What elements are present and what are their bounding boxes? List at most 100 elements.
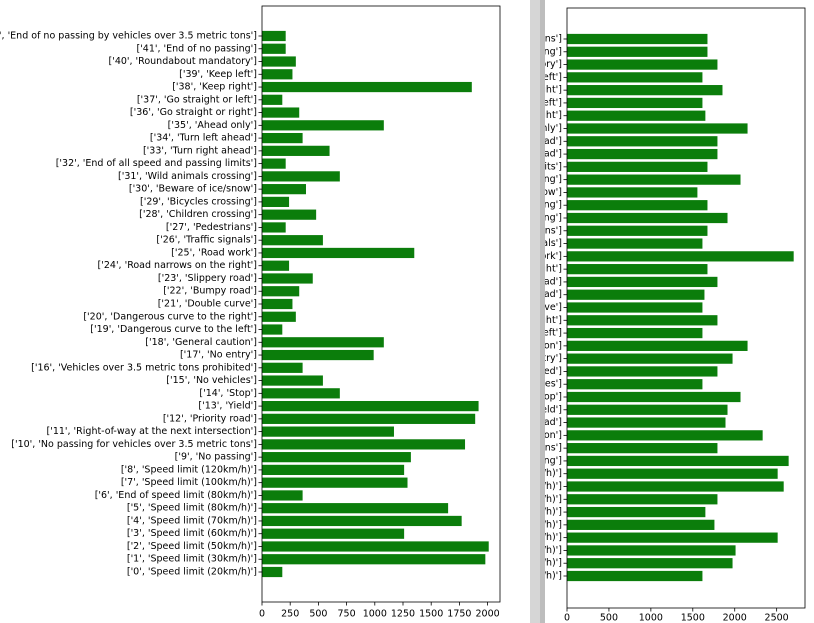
bar	[262, 566, 283, 578]
bar	[262, 528, 405, 539]
bar	[567, 212, 728, 224]
bar	[567, 379, 703, 390]
y-tick-label: ['6', 'End of speed limit (80km/h)']	[95, 490, 257, 501]
bar	[262, 247, 415, 259]
bar	[567, 276, 718, 288]
y-tick-label: ['21', 'Double curve']	[463, 302, 562, 313]
bar	[262, 171, 340, 182]
bar	[262, 362, 303, 373]
y-tick-label: ['35', 'Ahead only']	[168, 120, 257, 131]
bar	[567, 417, 726, 428]
y-tick-label: ['4', 'Speed limit (70km/h)']	[432, 519, 562, 530]
bar	[567, 519, 715, 530]
y-tick-label: ['33', 'Turn right ahead']	[448, 149, 562, 160]
bar	[567, 148, 718, 160]
y-tick-label: ['25', 'Road work']	[171, 247, 257, 258]
bar	[567, 225, 708, 236]
y-tick-label: ['22', 'Bumpy road']	[163, 286, 257, 297]
bar	[567, 72, 703, 83]
bar	[262, 94, 283, 105]
y-tick-label: ['2', 'Speed limit (50km/h)']	[432, 545, 562, 556]
y-tick-label: ['10', 'No passing for vehicles over 3.5…	[11, 439, 257, 450]
y-tick-label: ['1', 'Speed limit (30km/h)']	[432, 558, 562, 569]
y-tick-label: ['37', 'Go straight or left']	[442, 97, 562, 108]
bar	[262, 235, 323, 246]
bar	[567, 468, 778, 479]
y-tick-label: ['6', 'End of speed limit (80km/h)']	[400, 494, 562, 505]
bar	[567, 327, 703, 339]
y-tick-label: ['0', 'Speed limit (20km/h)']	[127, 567, 257, 578]
bar	[262, 132, 303, 144]
bar	[262, 490, 303, 501]
axes-frame	[566, 7, 806, 609]
y-tick-label: ['32', 'End of all speed and passing lim…	[361, 161, 562, 172]
y-tick-label: ['42', 'End of no passing by vehicles ov…	[286, 34, 562, 45]
x-tick-label: 1750	[447, 609, 471, 620]
x-tick-label: 1500	[681, 613, 705, 623]
y-tick-label: ['1', 'Speed limit (30km/h)']	[127, 554, 257, 565]
y-tick-label: ['0', 'Speed limit (20km/h)']	[432, 571, 562, 582]
x-tick-label: 2000	[723, 613, 747, 623]
y-tick-label: ['11', 'Right-of-way at the next interse…	[47, 426, 258, 437]
y-tick-label: ['28', 'Children crossing']	[139, 209, 257, 220]
y-tick-label: ['38', 'Keep right']	[477, 85, 562, 96]
y-tick-label: ['19', 'Dangerous curve to the left']	[395, 328, 562, 339]
bar	[262, 30, 286, 42]
y-tick-label: ['27', 'Pedestrians']	[471, 225, 562, 236]
bar	[567, 366, 718, 377]
y-tick-label: ['31', 'Wild animals crossing']	[423, 174, 562, 185]
bar	[567, 455, 789, 467]
y-tick-label: ['8', 'Speed limit (120km/h)']	[426, 468, 562, 479]
bar	[567, 494, 718, 505]
bar	[262, 541, 489, 552]
plot-area	[262, 6, 500, 602]
bar	[567, 340, 748, 351]
bar	[262, 426, 394, 437]
y-tick-label: ['4', 'Speed limit (70km/h)']	[127, 515, 257, 526]
bar	[567, 33, 708, 45]
y-tick-label: ['34', 'Turn left ahead']	[150, 133, 257, 144]
bar	[262, 337, 384, 348]
bar	[262, 477, 408, 488]
bar	[567, 430, 763, 441]
bar	[567, 506, 706, 518]
y-tick-label: ['13', 'Yield']	[503, 404, 562, 415]
bar	[567, 289, 705, 300]
y-tick-label: ['27', 'Pedestrians']	[166, 222, 257, 233]
bar	[567, 481, 784, 492]
y-tick-label: ['13', 'Yield']	[198, 401, 257, 412]
y-tick-label: ['8', 'Speed limit (120km/h)']	[121, 464, 257, 475]
bar	[567, 187, 698, 198]
y-tick-label: ['23', 'Slippery road']	[463, 276, 562, 287]
bar	[262, 349, 374, 361]
y-tick-label: ['35', 'Ahead only']	[473, 123, 562, 134]
y-tick-label: ['21', 'Double curve']	[158, 299, 257, 310]
bar	[262, 324, 283, 335]
axes-frame	[261, 5, 501, 603]
y-tick-label: ['28', 'Children crossing']	[444, 213, 562, 224]
bar	[262, 413, 476, 424]
y-tick-label: ['36', 'Go straight or right']	[435, 110, 562, 121]
bar	[262, 452, 411, 463]
bar	[262, 196, 290, 208]
bar	[262, 260, 290, 271]
bar	[262, 311, 296, 322]
x-tick-label: 0	[564, 613, 570, 623]
y-tick-label: ['39', 'Keep left']	[484, 72, 562, 83]
y-tick-label: ['17', 'No entry']	[485, 353, 562, 364]
bar	[262, 273, 313, 284]
y-tick-label: ['18', 'General caution']	[145, 337, 257, 348]
y-tick-label: ['34', 'Turn left ahead']	[455, 136, 562, 147]
y-tick-label: ['41', 'End of no passing']	[136, 43, 257, 54]
x-tick-label: 500	[309, 609, 327, 620]
y-tick-label: ['14', 'Stop']	[504, 392, 562, 403]
y-tick-label: ['26', 'Traffic signals']	[461, 238, 562, 249]
bar	[567, 46, 708, 57]
y-tick-label: ['7', 'Speed limit (100km/h)']	[121, 477, 257, 488]
bar	[567, 200, 708, 211]
bar	[262, 184, 306, 195]
y-tick-label: ['3', 'Speed limit (60km/h)']	[127, 528, 257, 539]
y-tick-label: ['25', 'Road work']	[476, 251, 562, 262]
bar	[262, 375, 323, 386]
bar	[567, 123, 748, 134]
